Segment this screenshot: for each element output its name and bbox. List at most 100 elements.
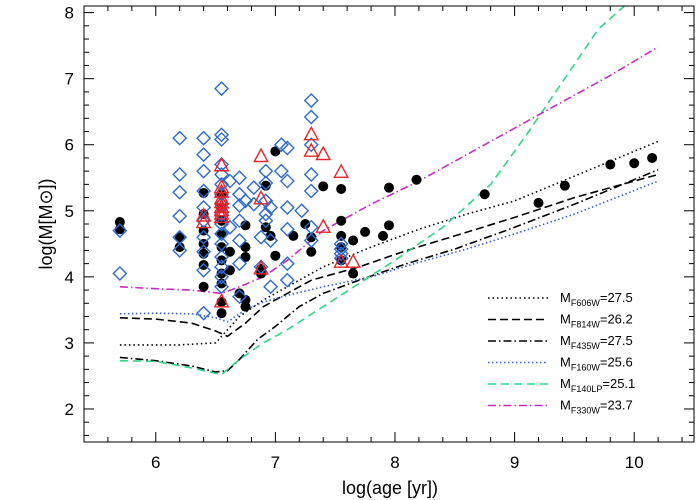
blue-diamond-point	[253, 229, 269, 245]
plot-area	[112, 6, 659, 376]
black-circle-point	[198, 187, 209, 198]
blue-diamond-point	[232, 213, 247, 229]
red-triangle-point	[303, 125, 320, 141]
x-tick-label: 6	[151, 453, 160, 472]
blue-diamond-point	[196, 163, 212, 179]
curve-f814w	[119, 173, 659, 338]
blue-diamond-point	[303, 92, 319, 108]
x-tick-label: 10	[625, 453, 644, 472]
black-circle-point	[647, 152, 658, 163]
blue-diamond-point	[232, 170, 247, 186]
legend-label-f606w: MF606W=27.5	[560, 290, 633, 308]
black-circle-point	[605, 159, 616, 170]
blue-diamond-point	[232, 198, 247, 213]
red-triangle-point	[213, 183, 230, 198]
black-circle-point	[336, 183, 347, 194]
blue-diamond-point	[303, 166, 319, 182]
legend-label-f140lp: MF140LP=25.1	[560, 376, 635, 394]
black-circle-point	[479, 189, 490, 200]
blue-diamond-point	[214, 157, 230, 173]
blue-diamond-point	[196, 244, 212, 260]
black-circle-point	[300, 219, 311, 229]
blue-diamond-point	[333, 246, 349, 262]
blue-diamond-point	[196, 262, 212, 278]
black-circle-point	[240, 301, 251, 312]
black-circle-point	[336, 215, 347, 226]
blue-diamond-point	[214, 269, 230, 285]
black-circle-point	[318, 181, 329, 192]
blue-diamond-point	[279, 173, 295, 189]
blue-diamond-point	[232, 256, 247, 272]
red-triangle-point	[253, 147, 269, 163]
black-circle-point	[240, 252, 251, 263]
blue-diamond-point	[303, 183, 319, 199]
y-tick-label: 4	[65, 268, 74, 287]
y-tick-label: 7	[65, 70, 74, 89]
blue-diamond-point	[222, 219, 238, 235]
blue-diamond-point	[196, 305, 212, 321]
blue-diamond-point	[172, 242, 188, 258]
black-circle-point	[198, 259, 209, 270]
blue-diamond-point	[279, 140, 295, 156]
x-axis-label: log(age [yr])	[342, 478, 438, 498]
black-circle-point	[360, 226, 371, 237]
blue-diamond-point	[214, 127, 230, 143]
blue-diamond-point	[333, 236, 349, 252]
red-triangle-point	[213, 292, 230, 308]
black-circle-point	[114, 217, 125, 228]
y-axis-label: log(M[M⊙])	[36, 178, 56, 269]
blue-diamond-point	[258, 213, 274, 229]
red-triangle-point	[213, 208, 230, 223]
blue-diamond-point	[279, 256, 295, 272]
axis-ticks: 6 7 8 9 10 2 3 4 5 6 7 8	[65, 4, 694, 472]
red-triangle-point	[315, 218, 332, 233]
black-circle-point	[270, 146, 281, 157]
blue-diamond-point	[172, 184, 188, 200]
blue-diamond-point	[246, 196, 262, 212]
x-tick-label: 9	[510, 453, 519, 472]
red-triangle-point	[213, 205, 230, 220]
blue-diamond-point	[112, 266, 128, 282]
black-circle-point	[559, 180, 570, 191]
blue-diamond-point	[273, 163, 289, 179]
black-circle-point	[216, 308, 227, 319]
black-circle-point	[306, 232, 317, 243]
x-tick-label: 8	[390, 453, 399, 472]
black-circle-point	[224, 265, 235, 276]
blue-diamond-point	[214, 81, 230, 97]
black-circle-point	[216, 242, 227, 253]
blue-diamond-point	[333, 250, 349, 266]
blue-diamond-point	[232, 289, 247, 305]
blue-diamond-point	[303, 233, 319, 249]
blue-diamond-point	[279, 272, 295, 288]
blue-diamond-point	[303, 109, 319, 125]
curve-f160w	[119, 180, 659, 323]
blue-diamond-point	[279, 199, 295, 215]
legend: MF606W=27.5 MF814W=26.2 MF435W=27.5 MF160W=…	[488, 290, 635, 416]
blue-diamond-point	[172, 130, 188, 146]
blue-diamond-point	[196, 130, 212, 146]
black-circle-point	[198, 248, 209, 259]
red-triangle-point	[253, 259, 269, 275]
black-circle-point	[348, 235, 359, 246]
black-circle-point	[533, 197, 544, 208]
blue-diamond-point	[263, 233, 279, 249]
blue-diamond-point	[258, 175, 274, 191]
black-circle-point	[174, 232, 185, 243]
blue-diamond-point	[172, 166, 188, 182]
blue-diamond-point	[196, 183, 212, 199]
blue-diamond-point	[112, 223, 128, 239]
blue-diamond-point	[232, 233, 247, 249]
blue-diamond-point	[263, 279, 279, 295]
black-circle-point	[224, 246, 235, 257]
red-triangle-point	[345, 253, 362, 268]
blue-diamond-point	[279, 221, 295, 237]
red-triangle-point	[333, 163, 350, 179]
black-circle-point	[411, 174, 422, 185]
black-circle-point	[270, 250, 281, 261]
black-circle-point	[378, 230, 389, 241]
y-tick-label: 8	[65, 4, 74, 23]
y-tick-label: 5	[65, 202, 74, 221]
blue-diamond-point	[237, 193, 253, 209]
